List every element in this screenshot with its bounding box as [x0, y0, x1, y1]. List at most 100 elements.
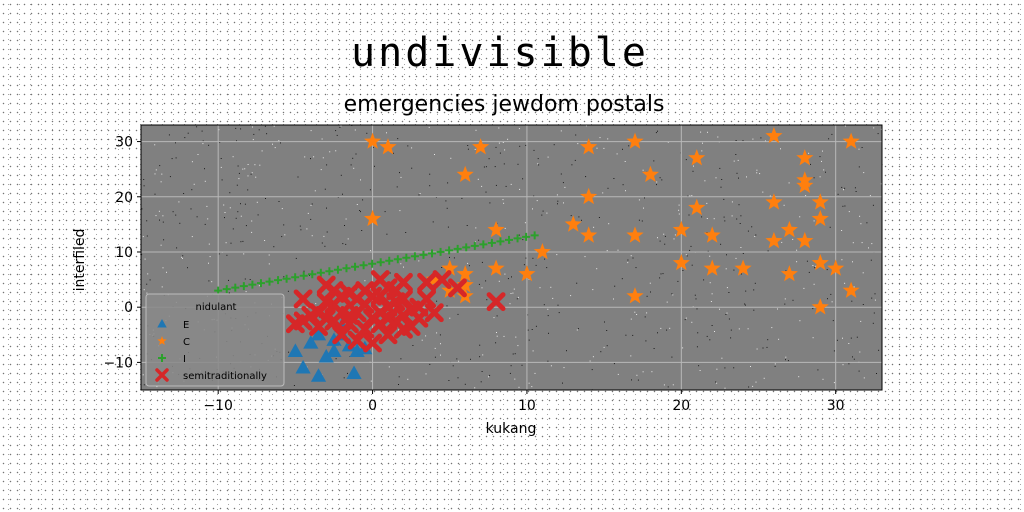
data-series: [214, 127, 860, 382]
noise-dot: [777, 308, 778, 310]
data-point: [672, 220, 690, 238]
noise-dot: [493, 317, 495, 319]
noise-dot: [522, 239, 524, 241]
noise-dot: [517, 296, 519, 298]
noise-dot: [531, 386, 533, 388]
noise-dot: [826, 269, 828, 271]
noise-dot: [425, 373, 427, 375]
noise-dot: [532, 350, 534, 352]
noise-dot: [703, 279, 705, 281]
data-point: [470, 241, 479, 250]
noise-dot: [478, 239, 480, 241]
noise-dot: [844, 282, 846, 284]
noise-dot: [496, 335, 498, 337]
noise-dot: [474, 387, 476, 389]
noise-dot: [219, 141, 221, 143]
noise-dot: [434, 347, 436, 349]
noise-dot: [641, 220, 643, 222]
noise-dot: [481, 287, 483, 289]
noise-dot: [187, 132, 189, 134]
noise-dot: [697, 332, 699, 334]
noise-dot: [600, 351, 602, 353]
data-point: [332, 286, 352, 306]
noise-dot: [168, 134, 170, 136]
noise-dot: [872, 322, 874, 324]
noise-dot: [340, 174, 342, 176]
noise-dot: [434, 154, 435, 155]
noise-dot: [536, 200, 538, 202]
noise-dot: [142, 236, 144, 238]
noise-dot: [831, 133, 833, 135]
noise-dot: [698, 365, 700, 367]
noise-dot: [435, 196, 437, 198]
noise-dot: [747, 230, 749, 232]
noise-dot: [242, 240, 244, 242]
noise-dot: [519, 145, 521, 147]
legend-marker: [158, 354, 166, 362]
noise-dot: [488, 158, 490, 160]
x-tick-label: 20: [672, 398, 690, 414]
noise-dot: [724, 367, 726, 369]
noise-dot: [223, 204, 225, 206]
noise-dot: [361, 230, 363, 231]
noise-dot: [534, 372, 536, 374]
noise-dot: [813, 283, 815, 285]
noise-dot: [161, 173, 163, 175]
noise-dot: [720, 243, 722, 245]
noise-dot: [755, 381, 757, 383]
noise-dot: [851, 300, 853, 302]
noise-dot: [300, 229, 302, 231]
noise-dot: [753, 289, 755, 291]
noise-dot: [653, 348, 655, 349]
noise-dot: [723, 216, 725, 218]
noise-dot: [575, 134, 577, 136]
noise-dot: [689, 249, 691, 251]
noise-dot: [304, 156, 306, 158]
noise-dot: [535, 264, 537, 266]
noise-dot: [673, 238, 675, 240]
noise-dot: [236, 140, 237, 142]
noise-dot: [162, 267, 164, 269]
noise-dot: [359, 210, 361, 211]
data-point: [626, 287, 644, 304]
noise-dot: [314, 190, 316, 192]
noise-dot: [399, 210, 401, 212]
noise-dot: [556, 254, 558, 256]
noise-dot: [535, 325, 537, 327]
noise-dot: [852, 261, 853, 263]
noise-dot: [603, 147, 605, 149]
data-point: [419, 250, 428, 259]
noise-dot: [738, 328, 740, 330]
noise-dot: [799, 216, 801, 218]
noise-dot: [347, 238, 349, 240]
data-point: [333, 265, 342, 274]
noise-dot: [725, 314, 727, 315]
data-point: [765, 127, 783, 144]
plot-frame: [140, 124, 883, 391]
noise-dot: [828, 138, 830, 140]
noise-dot: [204, 180, 206, 182]
noise-dot: [584, 256, 586, 258]
noise-dot: [614, 285, 616, 287]
data-point: [765, 231, 783, 249]
noise-dot: [771, 327, 773, 329]
noise-dot: [400, 176, 402, 178]
noise-dot: [562, 182, 564, 184]
noise-dot: [398, 384, 399, 385]
data-point: [564, 215, 582, 232]
noise-dot: [659, 240, 661, 242]
noise-dot: [564, 186, 566, 188]
noise-dot: [538, 164, 540, 166]
noise-dot: [821, 160, 822, 162]
noise-dot: [509, 372, 511, 374]
noise-dot: [837, 193, 839, 195]
noise-dot: [596, 147, 598, 149]
data-point: [453, 244, 462, 253]
noise-dot: [525, 144, 527, 146]
noise-dot: [202, 143, 204, 145]
noise-dot: [848, 343, 850, 344]
noise-dot: [196, 216, 198, 218]
noise-dot: [412, 345, 414, 346]
noise-dot: [570, 215, 572, 217]
noise-dot: [204, 168, 205, 170]
